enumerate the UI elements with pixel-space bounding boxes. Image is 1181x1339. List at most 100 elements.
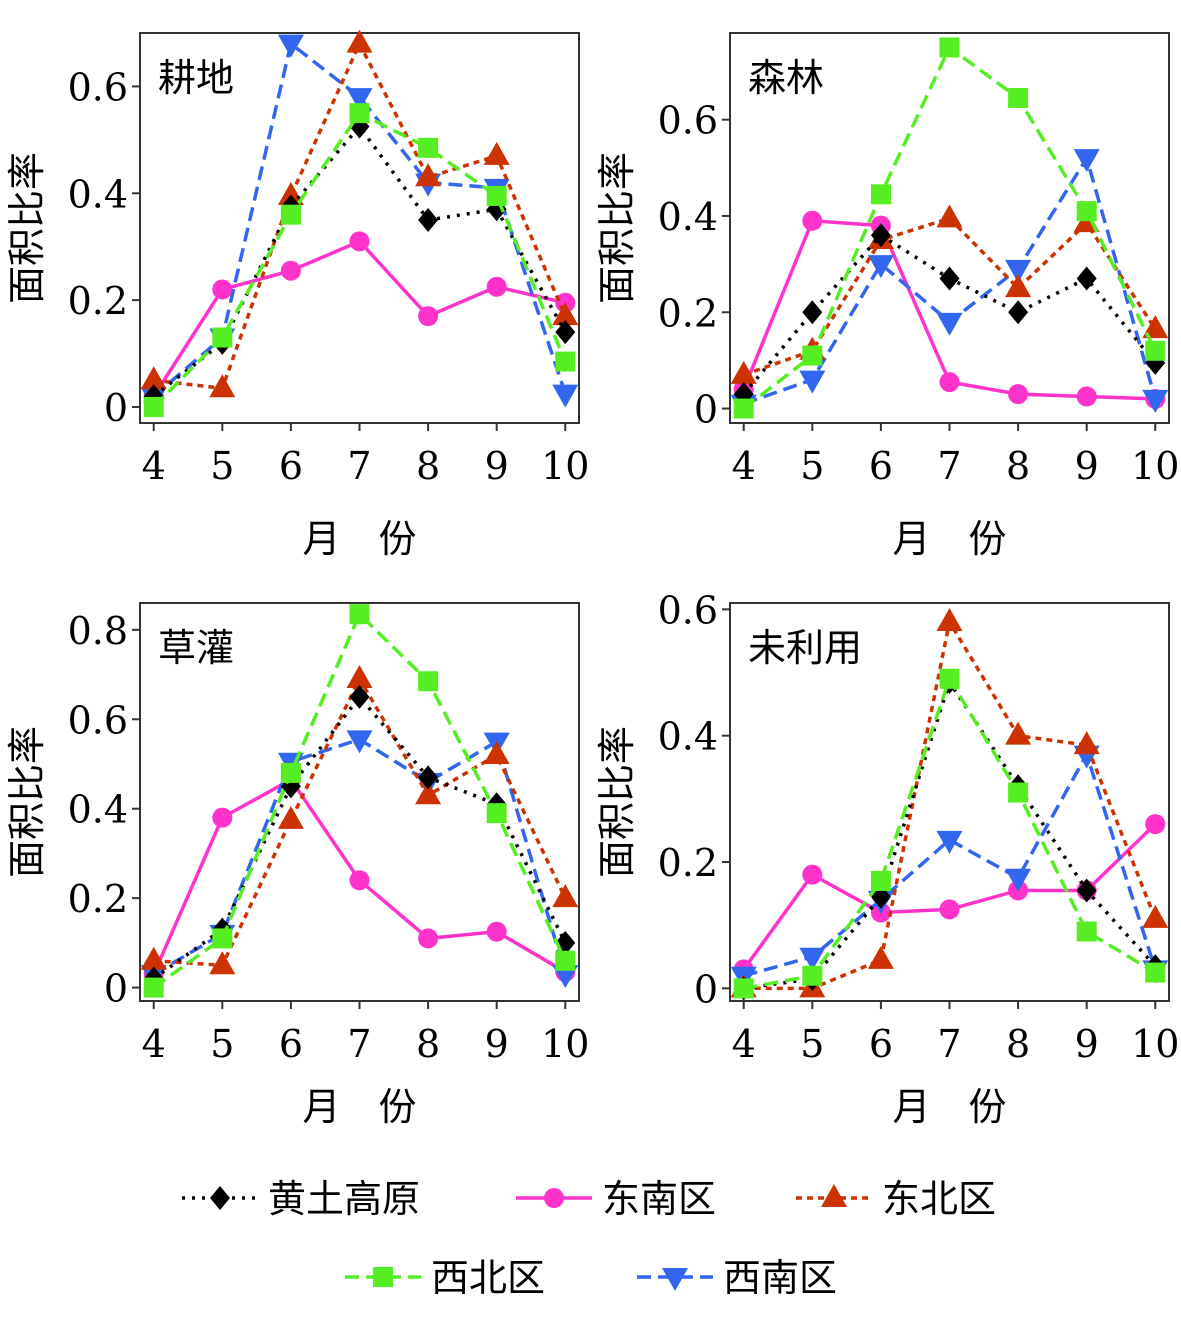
data-point bbox=[799, 947, 826, 971]
legend-entry-2: 东南区 bbox=[516, 1177, 716, 1221]
y-axis-label: 面积比率 bbox=[595, 726, 639, 878]
data-point bbox=[1076, 266, 1097, 291]
legend-label: 西南区 bbox=[723, 1256, 837, 1300]
data-point bbox=[209, 951, 236, 975]
data-point bbox=[939, 899, 960, 920]
data-point bbox=[802, 300, 823, 325]
data-point bbox=[486, 803, 507, 824]
y-tick-label: 0.4 bbox=[658, 715, 718, 759]
data-point bbox=[870, 184, 891, 205]
x-tick-label: 5 bbox=[800, 1022, 824, 1066]
y-tick-label: 0.6 bbox=[68, 698, 128, 742]
data-point bbox=[1008, 88, 1029, 108]
data-point bbox=[280, 204, 301, 225]
data-point bbox=[143, 396, 164, 417]
data-point bbox=[867, 255, 894, 279]
data-point bbox=[552, 384, 579, 408]
data-point bbox=[802, 345, 823, 366]
series-line bbox=[743, 750, 1157, 978]
data-point bbox=[486, 185, 507, 206]
x-tick-label: 10 bbox=[1131, 444, 1179, 488]
x-tick-label: 6 bbox=[279, 444, 303, 488]
data-point bbox=[936, 312, 963, 336]
data-point bbox=[552, 965, 579, 989]
series-3 bbox=[140, 665, 579, 975]
data-point bbox=[1008, 384, 1029, 405]
data-point bbox=[552, 884, 579, 908]
x-tick-label: 8 bbox=[416, 1022, 440, 1066]
data-point bbox=[552, 302, 579, 326]
series-4 bbox=[143, 604, 576, 998]
data-point bbox=[1005, 868, 1032, 892]
y-tick-label: 0.2 bbox=[658, 291, 718, 335]
data-point bbox=[349, 684, 370, 709]
y-axis-label: 面积比率 bbox=[5, 726, 49, 878]
data-point bbox=[212, 327, 233, 348]
panel-title: 未利用 bbox=[748, 626, 862, 670]
data-point bbox=[799, 370, 826, 394]
data-point bbox=[939, 668, 960, 689]
series-4 bbox=[733, 668, 1166, 999]
data-point bbox=[555, 351, 576, 372]
data-point bbox=[483, 741, 510, 765]
data-point bbox=[277, 34, 304, 58]
x-axis-label: 月 份 bbox=[892, 517, 1006, 561]
data-point bbox=[1005, 721, 1032, 745]
series-1 bbox=[143, 114, 576, 409]
y-tick-label: 0.4 bbox=[68, 172, 128, 216]
x-tick-label: 6 bbox=[869, 1022, 893, 1066]
data-point bbox=[870, 223, 891, 248]
data-point bbox=[277, 805, 304, 829]
data-point bbox=[1076, 878, 1097, 903]
data-point bbox=[486, 921, 507, 942]
legend-marker bbox=[544, 1188, 564, 1208]
data-point bbox=[486, 276, 507, 297]
data-point bbox=[1008, 300, 1029, 325]
x-tick-label: 7 bbox=[937, 444, 961, 488]
x-tick-label: 4 bbox=[142, 444, 166, 488]
legend-marker bbox=[662, 1268, 688, 1291]
x-tick-label: 4 bbox=[732, 1022, 756, 1066]
y-tick-label: 0.2 bbox=[68, 279, 128, 323]
x-tick-label: 8 bbox=[1006, 444, 1030, 488]
x-tick-label: 9 bbox=[1075, 444, 1099, 488]
x-tick-label: 5 bbox=[800, 444, 824, 488]
x-tick-label: 5 bbox=[210, 1022, 234, 1066]
legend-entry-3: 东北区 bbox=[796, 1177, 996, 1221]
x-tick-label: 7 bbox=[937, 1022, 961, 1066]
data-point bbox=[418, 137, 439, 158]
y-tick-label: 0.4 bbox=[658, 195, 718, 239]
x-tick-label: 6 bbox=[869, 444, 893, 488]
x-tick-label: 7 bbox=[347, 444, 371, 488]
data-point bbox=[143, 977, 164, 998]
x-tick-label: 10 bbox=[541, 1022, 589, 1066]
data-point bbox=[212, 279, 233, 300]
data-point bbox=[939, 372, 960, 393]
y-tick-label: 0.8 bbox=[68, 609, 128, 653]
data-point bbox=[1005, 274, 1032, 298]
x-tick-label: 6 bbox=[279, 1022, 303, 1066]
data-point bbox=[1145, 962, 1166, 983]
data-point bbox=[415, 163, 442, 187]
y-tick-label: 0.4 bbox=[68, 788, 128, 832]
panel-title: 草灌 bbox=[158, 626, 234, 670]
x-tick-label: 7 bbox=[347, 1022, 371, 1066]
data-point bbox=[733, 398, 754, 419]
data-point bbox=[1076, 386, 1097, 407]
data-point bbox=[867, 945, 894, 969]
x-tick-label: 9 bbox=[485, 1022, 509, 1066]
data-point bbox=[936, 607, 963, 631]
y-tick-label: 0 bbox=[104, 967, 128, 1011]
data-point bbox=[939, 266, 960, 291]
data-point bbox=[349, 870, 370, 891]
data-point bbox=[346, 29, 373, 53]
data-point bbox=[280, 260, 301, 281]
y-tick-label: 0.6 bbox=[68, 65, 128, 109]
data-point bbox=[1145, 814, 1166, 835]
data-point bbox=[936, 204, 963, 228]
y-axis-label: 面积比率 bbox=[5, 152, 49, 304]
